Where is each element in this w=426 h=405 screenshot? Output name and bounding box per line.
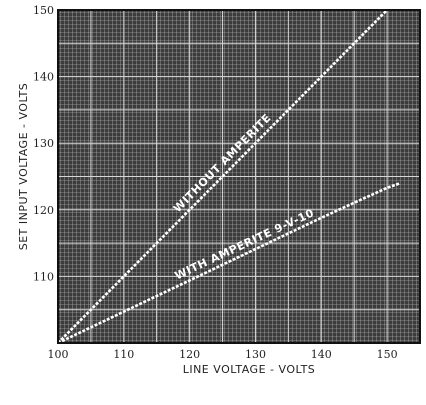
plot-frame [57, 9, 421, 344]
y-tick-label: 150 [33, 4, 54, 17]
y-tick-label: 140 [33, 71, 54, 84]
x-axis-ticks: 100 110 120 130 140 150 [48, 348, 398, 361]
y-axis-ticks: 110 120 130 140 150 [33, 4, 54, 283]
series-line-2 [57, 181, 401, 345]
y-tick-label: 130 [33, 137, 54, 150]
x-tick-label: 140 [311, 348, 332, 361]
y-tick-label: 120 [33, 204, 54, 217]
y-axis-label: SET INPUT VOLTAGE - VOLTS [17, 83, 30, 251]
series-layer [57, 9, 401, 345]
series-line-1 [57, 9, 389, 344]
x-tick-label: 150 [377, 348, 398, 361]
x-tick-label: 100 [48, 348, 69, 361]
x-tick-label: 110 [113, 348, 134, 361]
x-tick-label: 130 [245, 348, 266, 361]
x-axis-label: LINE VOLTAGE - VOLTS [183, 363, 316, 376]
y-tick-label: 110 [33, 270, 54, 283]
x-tick-label: 120 [179, 348, 200, 361]
